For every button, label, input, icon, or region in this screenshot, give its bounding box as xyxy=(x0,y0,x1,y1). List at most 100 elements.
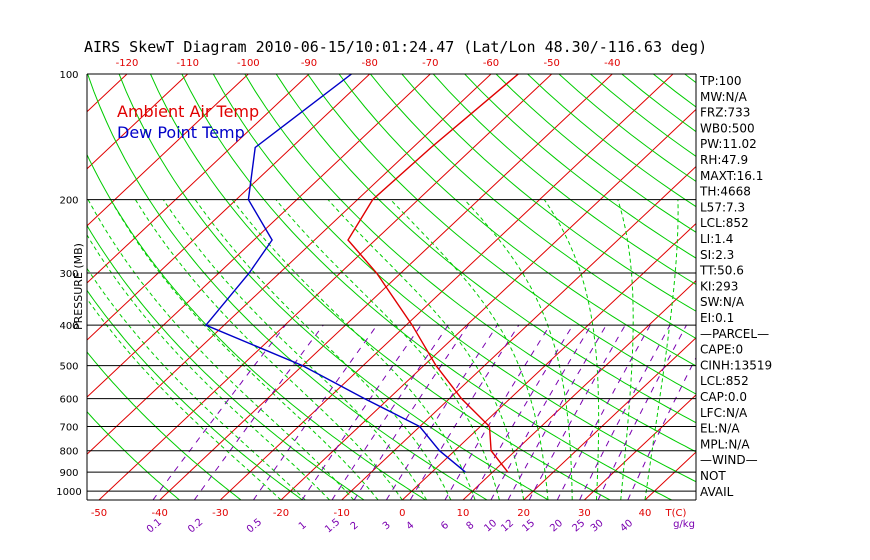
dry-adiabat-line xyxy=(87,289,303,500)
isotherm-line xyxy=(0,74,66,500)
moist-adiabat-line xyxy=(162,199,428,500)
bottom-temp-tick-label: -50 xyxy=(91,508,107,519)
chart-title: AIRS SkewT Diagram 2010-06-15/10:01:24.4… xyxy=(84,38,707,56)
bottom-temp-tick-label: 40 xyxy=(639,508,652,519)
isotherm-line xyxy=(87,74,431,398)
index-entry: L57:7.3 xyxy=(700,200,745,214)
top-temp-tick-label: -50 xyxy=(543,58,559,69)
dry-adiabat-line xyxy=(87,153,426,500)
index-entry: LI:1.4 xyxy=(700,232,733,246)
index-entry: TH:4668 xyxy=(699,185,751,199)
mixing-ratio-tick-label: 10 xyxy=(482,518,499,535)
isotherm-line xyxy=(401,222,696,500)
mixing-ratio-line xyxy=(579,324,671,500)
mixing-ratio-tick-label: 0.5 xyxy=(245,517,264,536)
dry-adiabat-line xyxy=(748,74,870,500)
pressure-tick-label: 200 xyxy=(59,196,78,207)
mixing-ratio-tick-label: 1 xyxy=(297,520,309,533)
mixing-ratio-tick-label: 1.5 xyxy=(323,517,342,536)
profiles xyxy=(204,74,519,473)
isotherm-line xyxy=(766,74,870,500)
moist-adiabat-line xyxy=(134,199,403,500)
mixing-ratio-line xyxy=(353,324,469,500)
mixing-ratio-tick-label: 15 xyxy=(520,518,537,535)
pressure-tick-label: 700 xyxy=(59,423,78,434)
dry-adiabat-line xyxy=(652,74,696,108)
dry-adiabat-line xyxy=(401,74,696,312)
mixing-ratio-line xyxy=(490,324,592,500)
dry-adiabat-line xyxy=(527,74,696,208)
isotherm-line xyxy=(98,74,553,500)
mixing-ratio-tick-label: 3 xyxy=(381,520,393,533)
dry-adiabat-line xyxy=(87,351,242,500)
mixing-ratio-tick-label: 4 xyxy=(404,520,416,533)
bottom-temp-unit: T(C) xyxy=(665,508,687,519)
mixing-ratio-line xyxy=(528,324,626,500)
dry-adiabat-line xyxy=(87,411,180,500)
mixing-ratio-line xyxy=(444,324,551,500)
bottom-temp-tick-label: 10 xyxy=(457,508,470,519)
top-temp-tick-label: -120 xyxy=(116,58,139,69)
moist-adiabat-line xyxy=(231,199,476,500)
index-entry: MW:N/A xyxy=(700,90,748,104)
bottom-temp-tick-label: -30 xyxy=(212,508,228,519)
index-entry: —WIND— xyxy=(700,453,758,467)
mixing-ratio-tick-label: 40 xyxy=(618,518,635,535)
index-entry: TT:50.6 xyxy=(699,264,744,278)
index-entry: CAP:0.0 xyxy=(700,390,747,404)
index-entry: PW:11.02 xyxy=(700,137,757,151)
mixing-ratio-tick-label: 0.2 xyxy=(186,517,205,536)
bottom-temp-tick-label: -40 xyxy=(151,508,167,519)
top-temp-tick-label: -60 xyxy=(483,58,499,69)
index-entry: LCL:852 xyxy=(700,374,749,388)
mixing-ratio-tick-label: 25 xyxy=(570,518,587,535)
dew-point-profile xyxy=(204,74,466,473)
pressure-tick-label: 300 xyxy=(59,269,78,280)
top-temp-tick-label: -90 xyxy=(301,58,317,69)
mixing-ratio-line xyxy=(597,324,687,500)
isotherm-line xyxy=(280,108,696,500)
isotherm-line xyxy=(583,394,696,500)
pressure-tick-label: 400 xyxy=(59,321,78,332)
isotherm-line xyxy=(87,74,249,227)
pressure-tick-label: 500 xyxy=(59,362,78,373)
index-entry: EL:N/A xyxy=(700,422,740,436)
index-entry: AVAIL xyxy=(700,485,734,499)
index-entry: NOT xyxy=(700,469,726,483)
dry-adiabat-line xyxy=(370,74,696,339)
dry-adiabat-line xyxy=(150,74,611,500)
pressure-tick-label: 600 xyxy=(59,395,78,406)
moist-adiabat-line xyxy=(644,199,679,500)
moist-adiabat-line xyxy=(194,199,452,500)
y-axis-label: PRESSURE (MB) xyxy=(72,243,85,330)
pressure-tick-label: 900 xyxy=(59,468,78,479)
index-entry: LFC:N/A xyxy=(700,406,748,420)
dry-adiabat-line xyxy=(212,74,696,483)
isotherm-line xyxy=(0,74,6,500)
legend-air-temp: Ambient Air Temp xyxy=(117,102,259,121)
mixing-ratio-line xyxy=(470,324,574,500)
moist-adiabat-line xyxy=(275,199,500,500)
moist-adiabat-line xyxy=(390,199,549,500)
mixing-ratio-tick-label: 6 xyxy=(439,520,451,533)
bottom-temp-tick-label: 0 xyxy=(399,508,405,519)
index-entry: —PARCEL— xyxy=(700,327,769,341)
mixing-ratio-tick-label: 2 xyxy=(349,520,361,533)
mixing-ratio-tick-label: 8 xyxy=(465,520,477,533)
index-entry: FRZ:733 xyxy=(700,106,750,120)
mixing-ratio-tick-label: 12 xyxy=(499,518,516,535)
mixing-ratio-line xyxy=(385,324,498,500)
dry-adiabat-line xyxy=(118,74,549,500)
mixing-ratio-line xyxy=(507,324,607,500)
index-entry: MPL:N/A xyxy=(700,437,750,451)
moist-adiabat-line xyxy=(87,267,306,500)
dry-adiabat-line xyxy=(338,74,696,367)
moist-adiabat-line xyxy=(464,199,573,500)
pressure-tick-label: 800 xyxy=(59,447,78,458)
dry-adiabat-line xyxy=(87,74,488,500)
grid-lines xyxy=(0,74,870,500)
top-temp-tick-label: -80 xyxy=(361,58,377,69)
mixing-ratio-tick-label: 20 xyxy=(548,518,565,535)
